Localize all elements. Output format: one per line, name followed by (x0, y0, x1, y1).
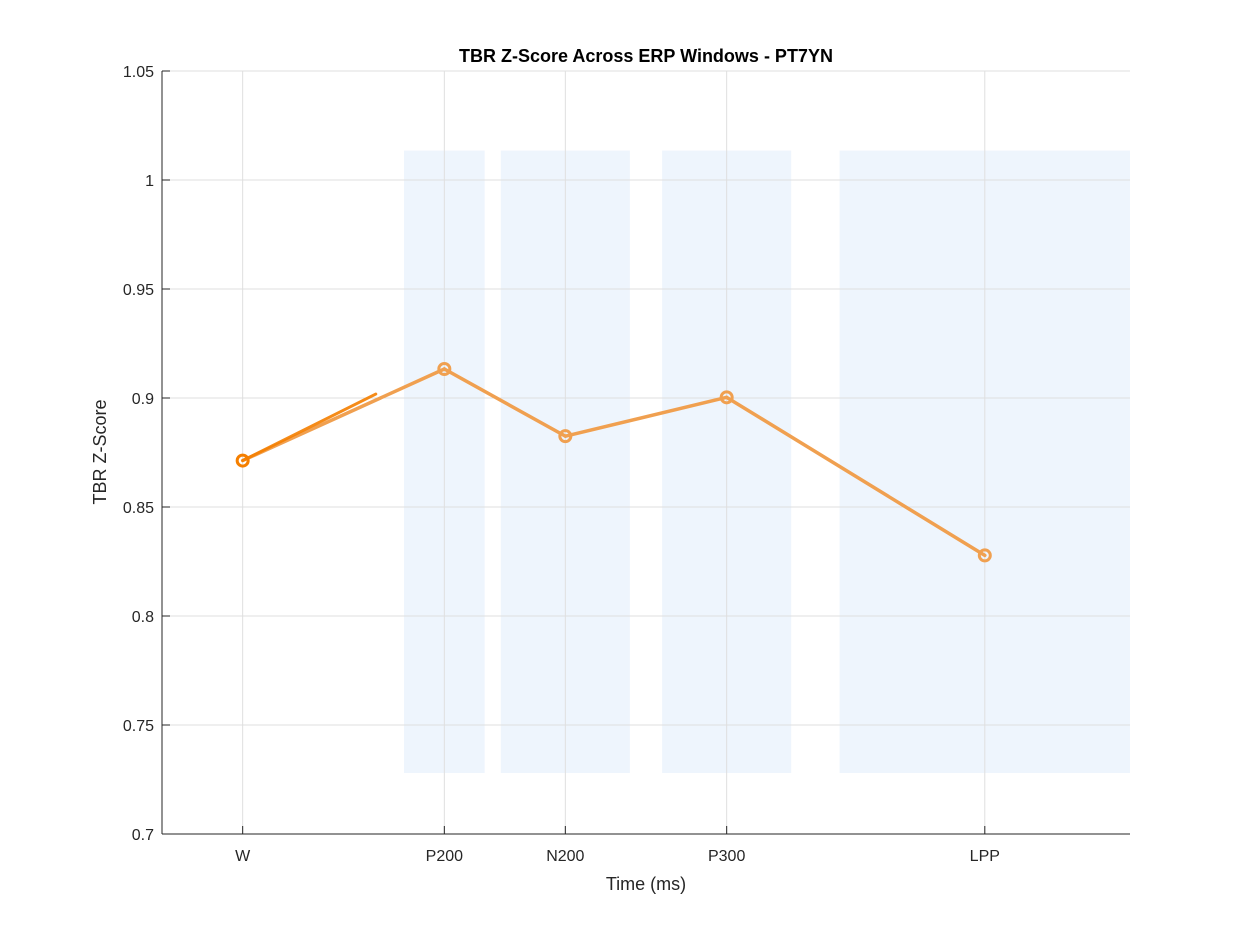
y-tick-label-5: 0.95 (123, 282, 154, 299)
x-axis-label: Time (ms) (606, 874, 686, 894)
data-point-lpp (977, 548, 992, 563)
series-line-highlight (241, 392, 378, 463)
y-tick-label-7: 1.05 (123, 64, 154, 81)
x-tick-label-n200: N200 (546, 848, 584, 865)
chart-title: TBR Z-Score Across ERP Windows - PT7YN (459, 46, 833, 66)
data-series (235, 362, 992, 563)
y-axis-label: TBR Z-Score (90, 399, 110, 504)
y-tick-label-4: 0.9 (132, 391, 154, 408)
y-tick-label-0: 0.7 (132, 827, 154, 844)
x-tick-label-w: W (235, 848, 251, 865)
data-point-p300 (719, 390, 734, 405)
grid-lines (162, 70, 1130, 835)
y-tick-label-6: 1 (145, 173, 154, 190)
axes (161, 71, 1130, 835)
x-tick-label-p300: P300 (708, 848, 745, 865)
series-line-segment-2 (442, 367, 568, 438)
x-tick-label-p200: P200 (426, 848, 463, 865)
series-line-segment-4 (724, 395, 987, 558)
y-tick-label-1: 0.75 (123, 718, 154, 735)
erp-window-shades (404, 150, 1130, 773)
data-point-n200 (558, 429, 573, 444)
tick-labels: 0.7 0.75 0.8 0.85 0.9 0.95 1 1.05 W P200 N200 P300 L… (123, 64, 1000, 865)
y-tick-label-3: 0.85 (123, 500, 154, 517)
y-tick-label-2: 0.8 (132, 609, 154, 626)
x-tick-label-lpp: LPP (970, 848, 1000, 865)
data-point-p200 (437, 362, 452, 377)
data-point-w (235, 453, 250, 468)
series-line-segment-3 (563, 395, 729, 438)
